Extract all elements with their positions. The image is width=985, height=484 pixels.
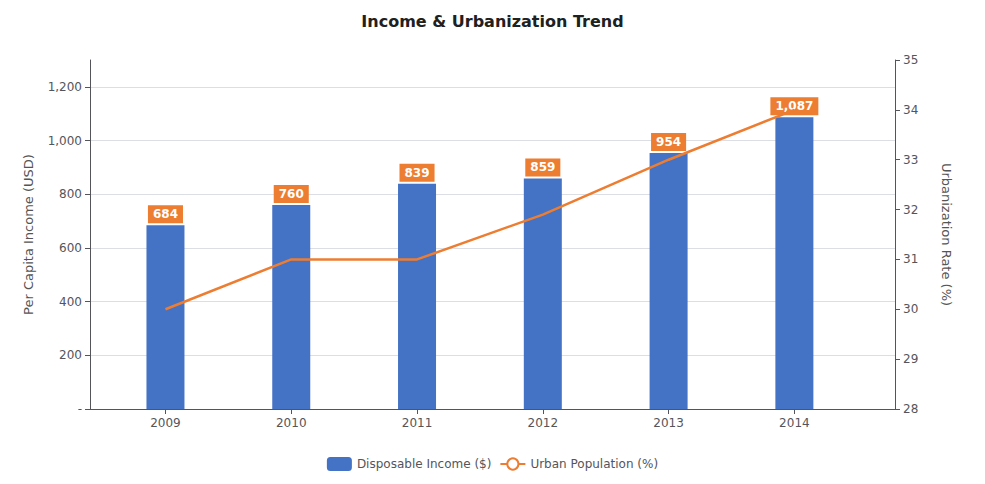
svg-text:2013: 2013 — [653, 416, 684, 430]
svg-text:1,200: 1,200 — [48, 80, 82, 94]
svg-text:33: 33 — [903, 153, 918, 167]
svg-text:31: 31 — [903, 252, 918, 266]
svg-text:684: 684 — [153, 207, 178, 221]
svg-text:Urban Population (%): Urban Population (%) — [530, 457, 658, 471]
svg-text:32: 32 — [903, 203, 918, 217]
svg-text:760: 760 — [279, 187, 304, 201]
svg-text:-: - — [78, 402, 82, 416]
svg-text:29: 29 — [903, 352, 918, 366]
svg-text:600: 600 — [59, 241, 82, 255]
svg-text:2011: 2011 — [402, 416, 433, 430]
svg-text:34: 34 — [903, 103, 918, 117]
svg-text:839: 839 — [405, 166, 430, 180]
svg-text:28: 28 — [903, 402, 918, 416]
svg-text:35: 35 — [903, 53, 918, 67]
svg-text:Disposable Income ($): Disposable Income ($) — [357, 457, 492, 471]
svg-text:2012: 2012 — [528, 416, 559, 430]
svg-text:800: 800 — [59, 187, 82, 201]
svg-text:200: 200 — [59, 348, 82, 362]
svg-text:954: 954 — [656, 135, 681, 149]
svg-text:30: 30 — [903, 302, 918, 316]
svg-text:400: 400 — [59, 295, 82, 309]
svg-text:Urbanization Rate (%): Urbanization Rate (%) — [939, 163, 954, 306]
svg-text:2014: 2014 — [779, 416, 810, 430]
svg-text:1,087: 1,087 — [775, 99, 814, 114]
svg-text:1,000: 1,000 — [48, 134, 82, 148]
svg-text:Income & Urbanization Trend: Income & Urbanization Trend — [361, 12, 623, 31]
svg-text:859: 859 — [530, 160, 555, 174]
svg-text:2010: 2010 — [276, 416, 307, 430]
svg-text:Per Capita Income (USD): Per Capita Income (USD) — [21, 154, 36, 315]
svg-text:2009: 2009 — [150, 416, 181, 430]
